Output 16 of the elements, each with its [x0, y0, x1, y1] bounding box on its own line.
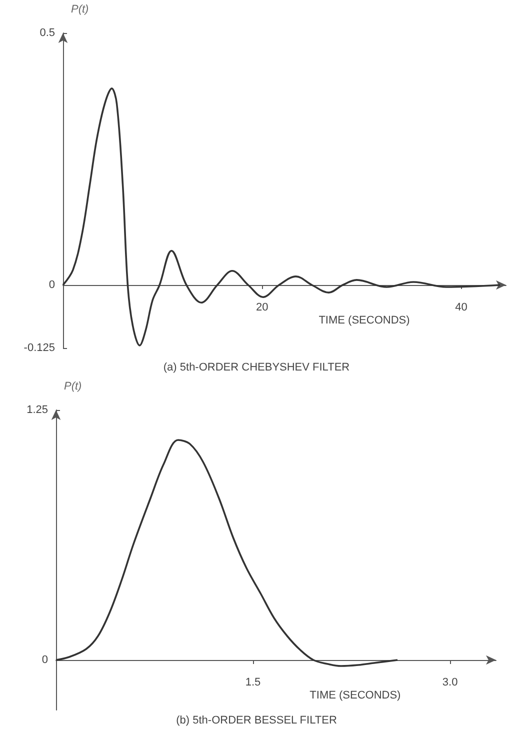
- x-tick-label: 40: [455, 302, 468, 314]
- y-tick-label: 1.25: [26, 404, 48, 416]
- x-axis-title: TIME (SECONDS): [318, 314, 410, 326]
- text: (a) 5th-ORDER CHEBYSHEV FILTER: [163, 362, 350, 374]
- x-tick-label: 3.0: [442, 676, 458, 688]
- y-tick-label: 0: [42, 654, 48, 666]
- x-tick-label: 20: [256, 302, 268, 314]
- y-axis-title: P(t): [71, 4, 90, 16]
- y-tick-label: 0.5: [40, 27, 55, 39]
- y-axis-title: P(t): [64, 380, 82, 392]
- y-tick-label: -0.125: [24, 342, 55, 354]
- x-tick-label: 1.5: [245, 676, 261, 688]
- line-series: [55, 439, 398, 667]
- x-axis-title: TIME (SECONDS): [310, 690, 401, 702]
- text: (b) 5th-ORDER BESSEL FILTER: [176, 714, 337, 726]
- y-tick-label: 0: [48, 279, 55, 291]
